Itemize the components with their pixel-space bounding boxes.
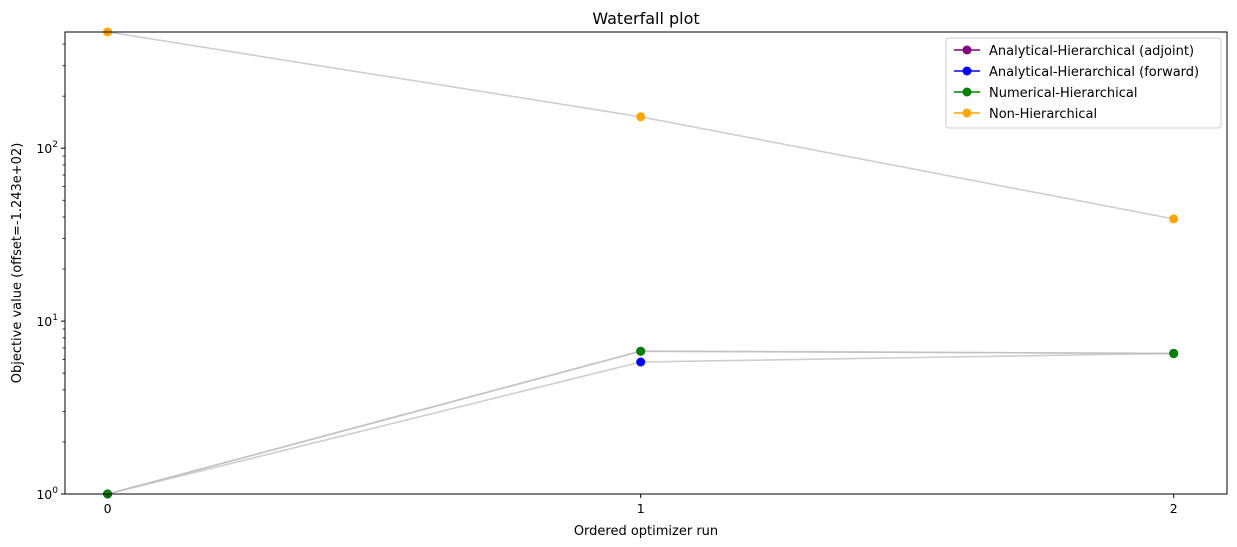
legend-label-3: Non-Hierarchical <box>989 107 1097 122</box>
y-axis: 100 101 102 <box>36 43 65 502</box>
legend-label-2: Numerical-Hierarchical <box>989 86 1137 101</box>
series-3-point-2 <box>1169 214 1179 224</box>
y-tick-label: 100 <box>36 486 58 502</box>
legend-marker-0 <box>962 45 972 55</box>
series-points <box>103 27 1179 499</box>
legend-marker-3 <box>962 108 972 118</box>
chart-title: Waterfall plot <box>592 9 699 28</box>
y-tick-label: 102 <box>36 140 58 156</box>
y-tick-label: 101 <box>36 313 58 329</box>
y-axis-label: Objective value (offset=-1.243e+02) <box>10 143 25 384</box>
legend-marker-2 <box>962 87 972 97</box>
legend-marker-1 <box>962 66 972 76</box>
plot-frame <box>64 31 1228 495</box>
series-2-point-2 <box>1169 348 1179 358</box>
x-tick-label: 1 <box>637 501 645 516</box>
x-axis-label: Ordered optimizer run <box>574 524 718 539</box>
series-line-1 <box>107 352 1174 495</box>
x-tick-label: 2 <box>1170 501 1178 516</box>
series-3-point-1 <box>636 112 646 122</box>
series-line-0 <box>107 350 1174 495</box>
series-2-point-1 <box>636 346 646 356</box>
series-line-2 <box>107 350 1174 495</box>
x-axis: 0 1 2 <box>104 494 1178 516</box>
legend-label-0: Analytical-Hierarchical (adjoint) <box>989 44 1194 59</box>
legend-label-1: Analytical-Hierarchical (forward) <box>989 65 1199 80</box>
legend: Analytical-Hierarchical (adjoint) Analyti… <box>945 37 1222 129</box>
series-1-point-1 <box>636 357 646 367</box>
legend-box <box>945 37 1222 129</box>
x-tick-label: 0 <box>104 501 112 516</box>
